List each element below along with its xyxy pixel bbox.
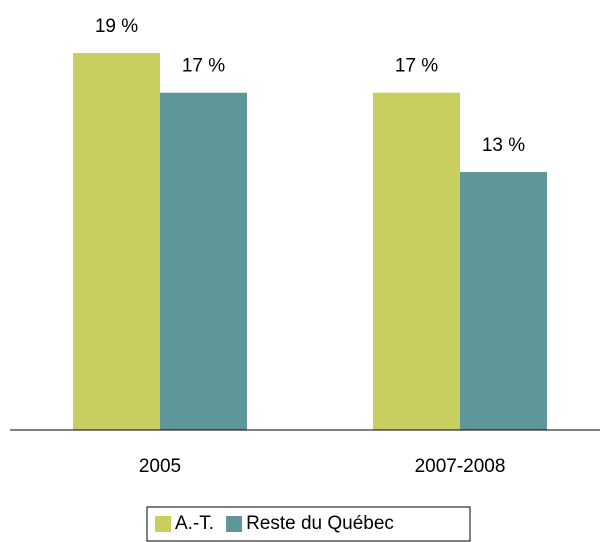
bar: [460, 172, 547, 431]
x-tick-label: 2005: [139, 456, 181, 477]
legend-swatch: [155, 516, 171, 532]
bar: [160, 92, 247, 431]
value-label: 17 %: [182, 56, 225, 77]
bar: [373, 92, 460, 431]
value-label: 13 %: [482, 135, 525, 156]
legend-box: [146, 506, 471, 542]
bar: [73, 53, 160, 430]
x-tick-label: 2007-2008: [415, 456, 506, 477]
value-label: 19 %: [95, 16, 138, 37]
legend-label: A.-T.: [175, 513, 214, 534]
value-label: 17 %: [395, 56, 438, 77]
legend-swatch: [226, 516, 243, 532]
legend-label: Reste du Québec: [246, 513, 394, 534]
